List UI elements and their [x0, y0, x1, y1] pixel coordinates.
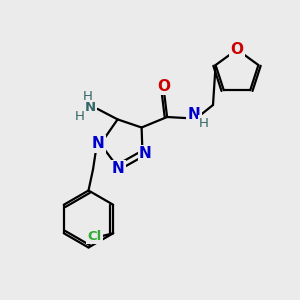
Text: N: N	[112, 161, 124, 176]
Text: O: O	[158, 79, 171, 94]
Text: H: H	[199, 116, 209, 130]
Text: H: H	[83, 90, 92, 104]
Text: N: N	[139, 146, 152, 161]
Text: Cl: Cl	[87, 230, 101, 243]
Text: O: O	[230, 42, 244, 57]
Text: N: N	[85, 101, 96, 114]
Text: H: H	[75, 110, 84, 123]
Text: N: N	[92, 136, 104, 152]
Text: N: N	[188, 107, 201, 122]
